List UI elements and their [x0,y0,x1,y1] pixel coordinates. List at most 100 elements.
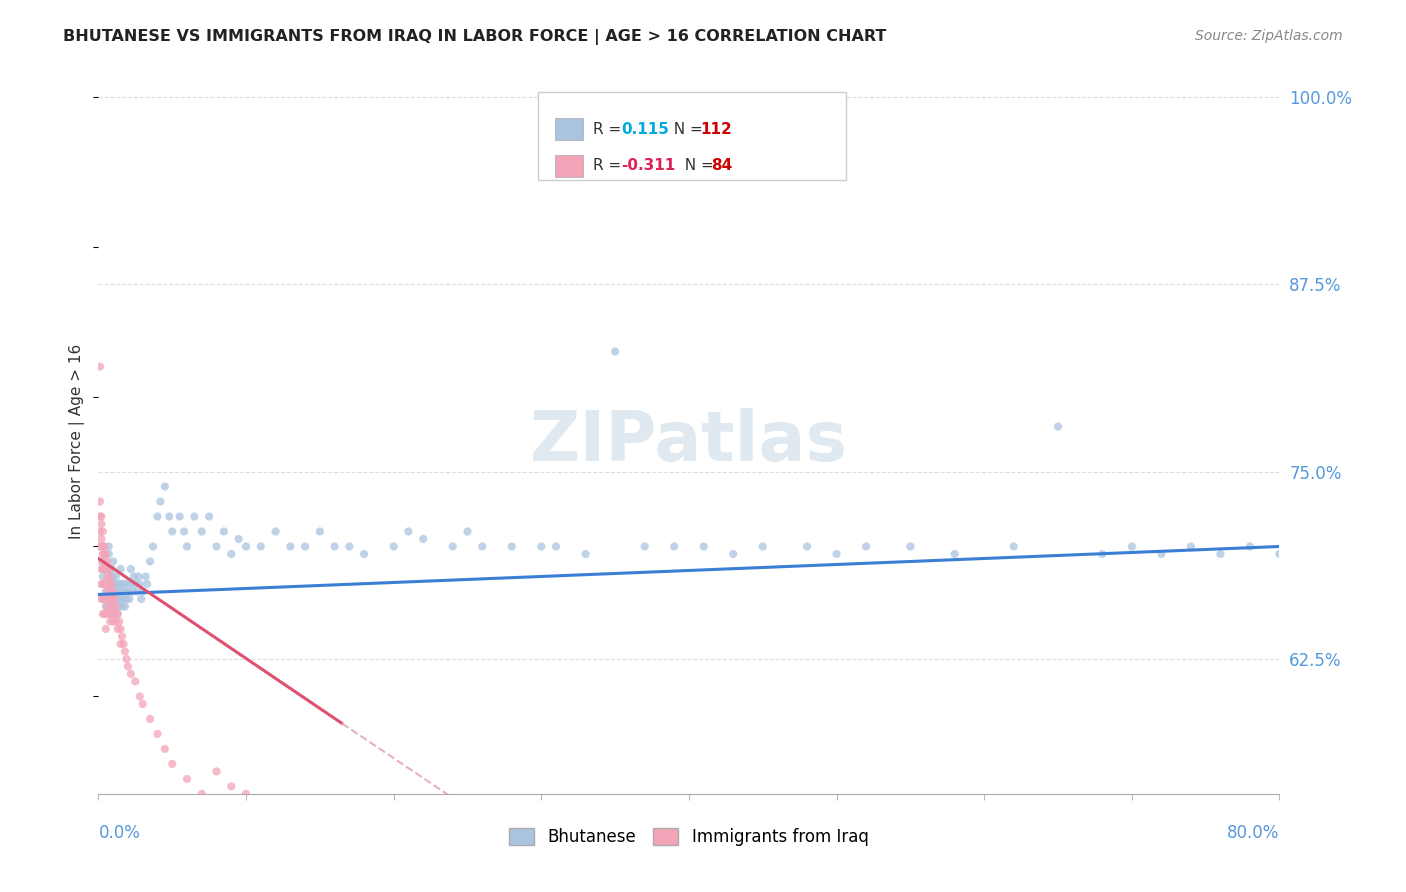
Point [125,584,148,599]
Point [135,569,157,583]
Point [105,599,128,614]
Legend: Bhutanese, Immigrants from Iraq: Bhutanese, Immigrants from Iraq [503,821,875,853]
Point [97,540,120,554]
Point [855,540,877,554]
Point [825,547,848,561]
Point [162,756,183,771]
Point [339,809,361,823]
Point [382,540,405,554]
Point [96,569,118,583]
Point [120,562,142,576]
Text: 112: 112 [700,121,733,136]
Point [124,577,146,591]
Point [127,569,149,583]
Point [1298,540,1320,554]
Text: N =: N = [664,121,707,136]
Point [142,540,165,554]
Point [323,540,346,554]
Point [471,540,494,554]
Point [110,577,132,591]
Point [96,584,118,599]
Point [235,540,257,554]
Point [98,584,121,599]
Point [501,540,523,554]
Point [107,591,129,606]
Point [105,599,128,614]
Point [117,659,139,673]
Text: Source: ZipAtlas.com: Source: ZipAtlas.com [1195,29,1343,43]
Point [98,599,121,614]
Point [89,359,111,374]
Point [128,690,150,704]
Point [91,524,114,539]
Point [104,591,127,606]
Point [96,554,118,568]
Point [91,569,114,583]
Point [103,599,125,614]
Point [235,787,257,801]
Point [103,599,125,614]
Point [118,591,141,606]
Point [93,547,115,561]
Point [100,607,122,621]
Y-axis label: In Labor Force | Age > 16: In Labor Force | Age > 16 [69,344,86,539]
Point [100,562,122,576]
Point [103,584,125,599]
Point [105,569,128,583]
Point [1268,547,1291,561]
Point [91,591,114,606]
Point [105,615,128,629]
Point [94,547,117,561]
Point [94,591,117,606]
Point [309,802,332,816]
Point [149,494,172,508]
Text: BHUTANESE VS IMMIGRANTS FROM IRAQ IN LABOR FORCE | AGE > 16 CORRELATION CHART: BHUTANESE VS IMMIGRANTS FROM IRAQ IN LAB… [63,29,887,45]
Point [98,599,121,614]
Point [122,569,145,583]
Point [97,591,120,606]
Text: 0.0%: 0.0% [98,824,141,842]
Point [100,607,122,621]
Point [90,591,112,606]
Text: 0.115: 0.115 [621,121,669,136]
Point [124,674,146,689]
Point [250,540,273,554]
Point [98,615,121,629]
Point [139,712,162,726]
Point [183,509,205,524]
Point [94,607,117,621]
Point [103,615,125,629]
Point [103,584,125,599]
Point [169,509,191,524]
Point [112,637,135,651]
Point [96,577,118,591]
Point [112,577,135,591]
Text: 80.0%: 80.0% [1227,824,1279,842]
Point [94,562,117,576]
Text: -0.311: -0.311 [621,158,676,173]
Point [398,524,420,539]
Point [294,794,316,808]
Point [110,562,132,576]
Point [205,764,228,779]
Point [132,584,155,599]
Point [1180,540,1202,554]
Point [89,509,111,524]
Point [121,584,143,599]
Point [103,554,125,568]
Point [530,540,553,554]
Point [111,584,134,599]
Point [100,591,122,606]
Point [98,569,121,583]
Point [280,540,302,554]
Point [93,554,115,568]
Text: R =: R = [593,158,627,173]
Point [93,591,115,606]
Point [339,540,361,554]
Point [107,607,129,621]
Point [1002,540,1025,554]
Point [1121,540,1143,554]
Point [114,584,136,599]
Point [93,562,115,576]
Point [117,584,139,599]
